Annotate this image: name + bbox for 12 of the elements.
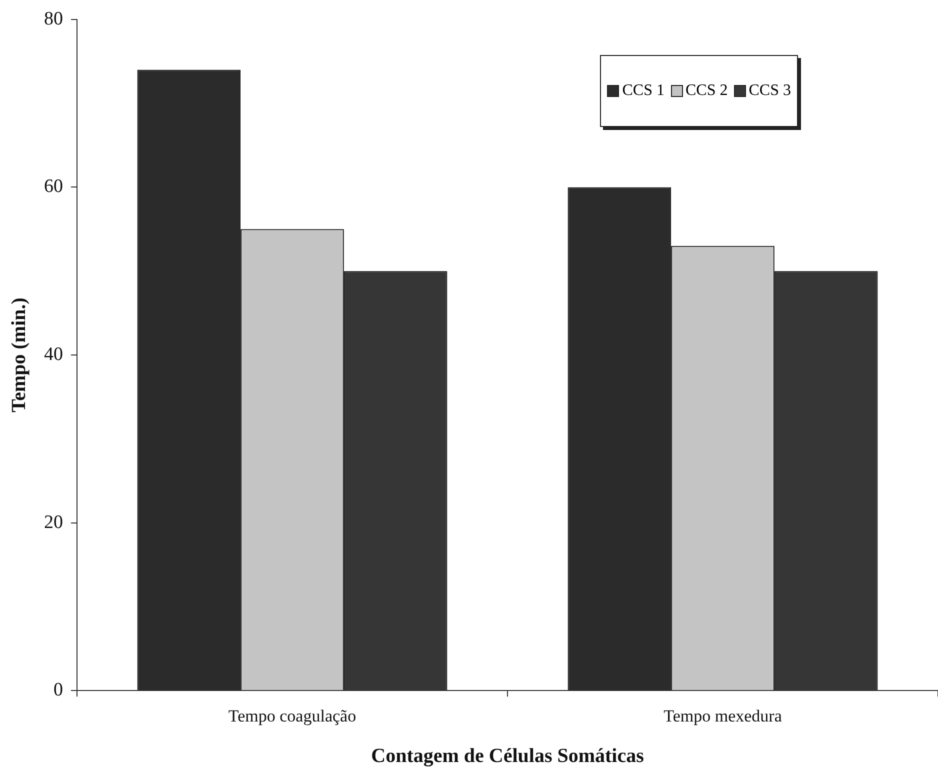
x-tick-label: Tempo coagulação <box>228 706 356 726</box>
x-tick-label: Tempo mexedura <box>664 706 782 726</box>
y-axis-title: Tempo (min.) <box>8 298 30 412</box>
legend-label: CCS 2 <box>686 82 728 100</box>
y-tick-label: 60 <box>44 176 63 198</box>
y-tick-label: 0 <box>54 680 63 701</box>
x-axis-title: Contagem de Células Somáticas <box>371 745 644 768</box>
legend-label: CCS 3 <box>748 82 791 100</box>
legend-label: CCS 1 <box>622 82 664 100</box>
y-tick-label: 20 <box>44 512 63 533</box>
y-tick-label: 80 <box>44 8 63 30</box>
y-tick-label: 40 <box>44 344 63 365</box>
